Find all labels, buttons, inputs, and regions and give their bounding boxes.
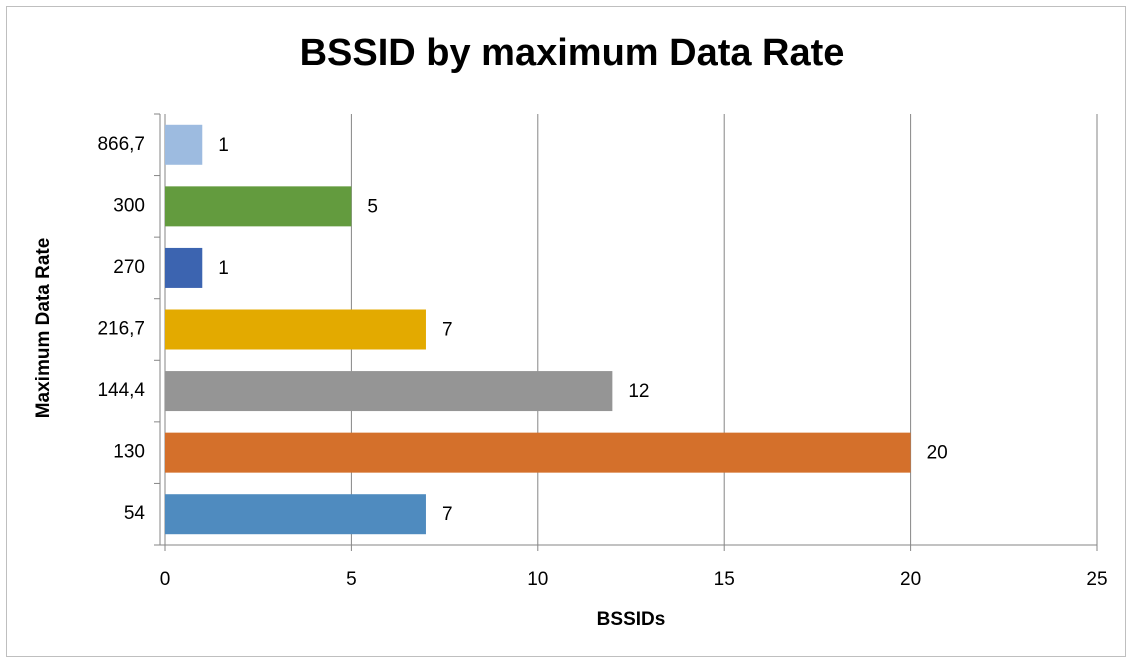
data-label: 1 [218,135,229,156]
data-label: 5 [367,196,378,217]
data-label: 12 [628,381,649,402]
bar [165,432,911,473]
data-label: 7 [442,504,453,525]
data-label: 7 [442,320,453,341]
x-tick-label: 20 [900,569,921,590]
y-tick-label: 866,7 [97,134,145,155]
x-tick-label: 25 [1086,569,1107,590]
x-tick-label: 10 [527,569,548,590]
y-tick-label: 270 [113,257,145,278]
y-tick-label: 300 [113,195,145,216]
bar [165,124,203,165]
bar [165,247,203,288]
x-tick-label: 15 [714,569,735,590]
data-label: 20 [927,443,948,464]
data-label: 1 [218,258,229,279]
bar [165,371,613,412]
chart-title: BSSID by maximum Data Rate [300,32,845,74]
y-tick-label: 54 [124,503,146,524]
y-tick-label: 216,7 [97,319,145,340]
y-tick-label: 144,4 [97,380,145,401]
bar [165,186,352,227]
bar [165,309,426,350]
bar [165,494,426,535]
y-axis-title: Maximum Data Rate [33,238,54,419]
x-tick-label: 0 [160,569,171,590]
y-tick-label: 130 [113,442,145,463]
x-axis-title: BSSIDs [597,609,666,630]
x-tick-label: 5 [346,569,357,590]
